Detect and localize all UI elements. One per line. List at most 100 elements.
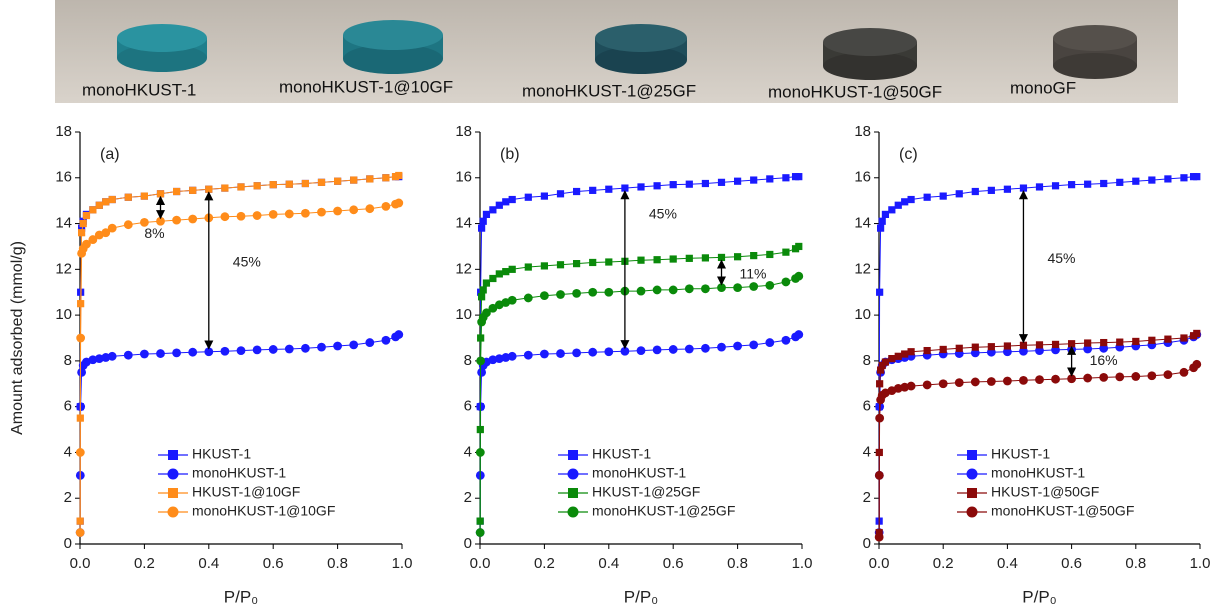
data-point bbox=[781, 277, 791, 287]
y-tick-label: 4 bbox=[464, 443, 472, 460]
data-point bbox=[906, 381, 916, 391]
data-point bbox=[482, 210, 491, 218]
annotation: 16% bbox=[1090, 352, 1118, 368]
data-point bbox=[540, 192, 548, 200]
data-point bbox=[489, 206, 497, 214]
data-point bbox=[637, 256, 645, 264]
data-point bbox=[108, 195, 116, 204]
data-point bbox=[334, 177, 342, 185]
data-point bbox=[476, 356, 486, 366]
data-point bbox=[652, 285, 662, 295]
data-point bbox=[102, 198, 110, 206]
x-tick-label: 0.4 bbox=[997, 555, 1018, 572]
data-point bbox=[878, 217, 886, 225]
data-point bbox=[781, 335, 791, 345]
data-point bbox=[205, 185, 213, 193]
data-point bbox=[605, 258, 613, 266]
data-point bbox=[478, 224, 486, 232]
data-point bbox=[540, 291, 549, 301]
y-tick-label: 16 bbox=[455, 169, 472, 186]
data-point bbox=[477, 334, 485, 342]
data-point bbox=[236, 211, 246, 221]
data-point bbox=[1147, 371, 1157, 381]
data-point bbox=[156, 349, 165, 358]
data-point bbox=[269, 181, 277, 189]
data-point bbox=[333, 341, 342, 351]
data-point bbox=[750, 176, 758, 184]
data-point bbox=[366, 175, 374, 183]
legend-label: monoHKUST-1@10GF bbox=[192, 503, 335, 519]
data-point bbox=[939, 345, 947, 354]
x-axis-label: P/P₀ bbox=[224, 587, 258, 606]
y-tick-label: 8 bbox=[64, 352, 72, 369]
data-point bbox=[317, 178, 326, 186]
data-point bbox=[1051, 374, 1060, 384]
data-point bbox=[556, 261, 565, 269]
data-point bbox=[221, 184, 229, 192]
data-point bbox=[717, 342, 726, 352]
data-point bbox=[124, 193, 132, 201]
data-point bbox=[381, 335, 391, 345]
data-point bbox=[901, 198, 909, 206]
y-tick-label: 2 bbox=[64, 489, 72, 506]
data-point bbox=[140, 349, 149, 359]
disk bbox=[343, 20, 443, 74]
data-point bbox=[1019, 375, 1028, 385]
data-point bbox=[572, 348, 581, 358]
data-point bbox=[701, 284, 710, 294]
y-tick-label: 0 bbox=[863, 535, 871, 552]
data-point bbox=[1116, 338, 1124, 346]
data-point bbox=[987, 186, 995, 194]
legend-marker bbox=[967, 488, 977, 498]
data-point bbox=[766, 250, 774, 259]
data-point bbox=[95, 201, 103, 209]
photo-label: monoGF bbox=[1010, 78, 1076, 97]
annotation: 45% bbox=[649, 205, 677, 221]
data-point bbox=[1193, 329, 1201, 338]
data-point bbox=[877, 224, 885, 232]
data-point bbox=[1003, 376, 1012, 386]
data-point bbox=[1084, 180, 1092, 188]
data-point bbox=[971, 187, 979, 196]
data-point bbox=[79, 219, 87, 228]
y-tick-label: 6 bbox=[464, 398, 472, 415]
data-point bbox=[556, 190, 565, 198]
panel-label: (b) bbox=[500, 146, 520, 163]
data-point bbox=[669, 181, 677, 189]
x-tick-label: 1.0 bbox=[1190, 555, 1211, 572]
data-point bbox=[284, 209, 294, 219]
data-point bbox=[907, 195, 915, 204]
data-point bbox=[794, 330, 804, 339]
data-point bbox=[140, 218, 149, 227]
legend-label: monoHKUST-1 bbox=[991, 465, 1085, 481]
photo: monoHKUST-1 monoHKUST-1@10GF monoHKUST-1… bbox=[55, 0, 1178, 103]
data-point bbox=[572, 288, 581, 298]
legend-label: HKUST-1 bbox=[592, 446, 651, 462]
data-point bbox=[668, 285, 678, 295]
y-tick-label: 12 bbox=[854, 260, 871, 277]
data-point bbox=[794, 271, 804, 281]
data-point bbox=[76, 333, 86, 343]
y-tick-label: 16 bbox=[55, 169, 72, 186]
x-tick-label: 0.4 bbox=[598, 555, 619, 572]
data-point bbox=[1193, 173, 1201, 181]
data-point bbox=[888, 355, 896, 363]
data-point bbox=[477, 367, 487, 377]
data-point bbox=[556, 349, 565, 358]
data-point bbox=[637, 183, 645, 191]
data-point bbox=[394, 330, 404, 339]
data-point bbox=[876, 380, 884, 388]
data-point bbox=[685, 180, 693, 188]
data-point bbox=[75, 528, 85, 537]
photo-label: monoHKUST-1@25GF bbox=[522, 81, 696, 100]
data-point bbox=[1019, 346, 1028, 356]
data-point bbox=[253, 182, 261, 190]
data-point bbox=[1019, 184, 1028, 192]
chart: 0 2 4 6 8 10 12 14 16 18 0.0 0.2 0.4 0.6 0.8 1.0 P/P₀ Amo… bbox=[9, 123, 412, 607]
data-point bbox=[556, 290, 565, 299]
data-point bbox=[236, 346, 246, 355]
data-point bbox=[508, 195, 516, 204]
data-point bbox=[502, 268, 510, 276]
disk bbox=[823, 28, 917, 80]
data-point bbox=[75, 448, 85, 457]
